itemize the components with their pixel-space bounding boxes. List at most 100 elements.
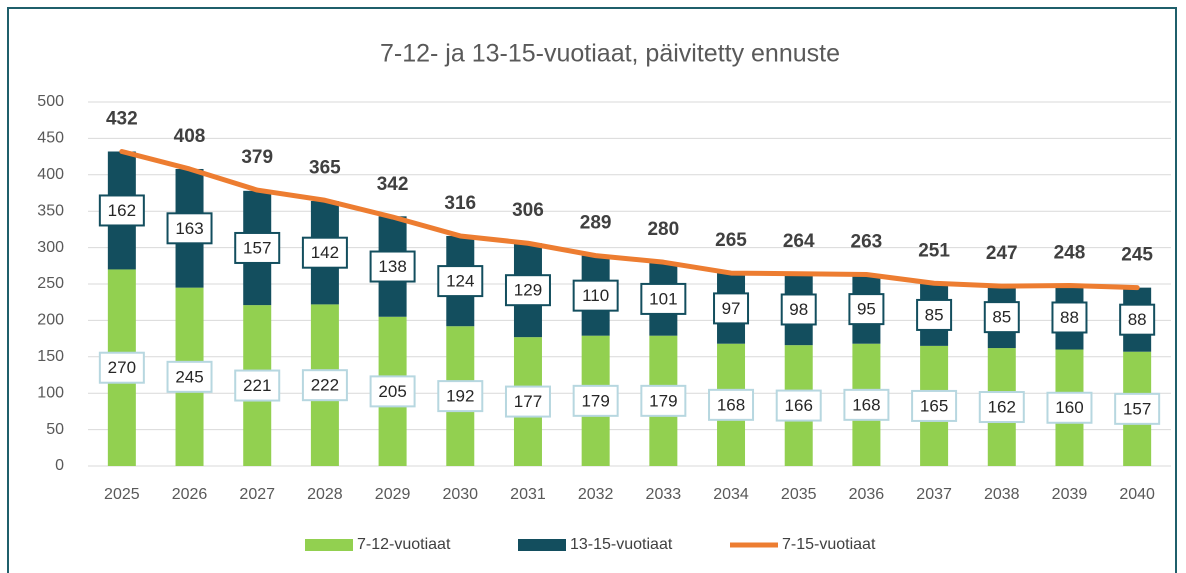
data-label-box bbox=[775, 389, 822, 422]
data-label: 85 bbox=[925, 305, 944, 324]
data-label: 166 bbox=[785, 396, 813, 415]
data-label-box bbox=[780, 293, 817, 326]
data-label: 98 bbox=[789, 300, 808, 319]
data-label: 165 bbox=[920, 396, 948, 415]
data-label: 157 bbox=[243, 238, 271, 257]
data-label-box bbox=[978, 391, 1025, 424]
x-tick-label: 2037 bbox=[916, 486, 952, 503]
data-label-box bbox=[1051, 301, 1088, 334]
data-label: 270 bbox=[108, 358, 136, 377]
data-label: 157 bbox=[1123, 399, 1151, 418]
data-label: 192 bbox=[446, 387, 474, 406]
x-tick-label: 2035 bbox=[781, 486, 817, 503]
data-label: 222 bbox=[311, 376, 339, 395]
legend-swatch bbox=[305, 539, 353, 551]
data-label: 162 bbox=[988, 398, 1016, 417]
data-label: 138 bbox=[378, 257, 406, 276]
data-label-box bbox=[234, 369, 281, 402]
data-label: 205 bbox=[378, 382, 406, 401]
data-label: 88 bbox=[1060, 308, 1079, 327]
data-label-box bbox=[983, 301, 1020, 334]
data-label-box bbox=[572, 279, 619, 312]
x-tick-label: 2027 bbox=[239, 486, 275, 503]
data-label-box bbox=[166, 360, 213, 393]
total-label: 289 bbox=[580, 213, 612, 234]
data-label: 85 bbox=[992, 308, 1011, 327]
y-tick-label: 200 bbox=[37, 312, 64, 329]
data-label-box bbox=[916, 298, 953, 331]
total-label: 263 bbox=[851, 232, 883, 253]
data-label-box bbox=[911, 389, 958, 422]
total-label: 247 bbox=[986, 243, 1018, 264]
y-tick-label: 400 bbox=[37, 166, 64, 183]
total-label: 264 bbox=[783, 231, 815, 252]
data-label-box bbox=[1114, 392, 1161, 425]
total-label: 280 bbox=[647, 219, 679, 240]
y-tick-label: 350 bbox=[37, 202, 64, 219]
y-tick-label: 500 bbox=[37, 93, 64, 110]
y-tick-label: 100 bbox=[37, 384, 64, 401]
y-tick-label: 300 bbox=[37, 239, 64, 256]
data-label-box bbox=[437, 265, 484, 298]
x-tick-label: 2026 bbox=[172, 486, 208, 503]
legend-label: 7-12-vuotiaat bbox=[357, 536, 451, 553]
data-label-box bbox=[848, 293, 885, 326]
data-label-box bbox=[369, 375, 416, 408]
data-label: 177 bbox=[514, 392, 542, 411]
total-label: 316 bbox=[444, 193, 476, 214]
data-label: 142 bbox=[311, 243, 339, 262]
total-label: 342 bbox=[377, 174, 409, 195]
line bbox=[119, 149, 1140, 291]
data-label: 168 bbox=[852, 395, 880, 414]
x-tick-label: 2029 bbox=[375, 486, 411, 503]
data-label-box bbox=[843, 388, 890, 421]
data-label: 124 bbox=[446, 272, 474, 291]
y-tick-label: 0 bbox=[55, 457, 64, 474]
y-tick-label: 250 bbox=[37, 275, 64, 292]
legend-label: 13-15-vuotiaat bbox=[570, 536, 673, 553]
data-label-box bbox=[640, 282, 687, 315]
data-label: 101 bbox=[649, 289, 677, 308]
total-label: 432 bbox=[106, 109, 138, 130]
total-label: 251 bbox=[918, 240, 950, 261]
data-label: 129 bbox=[514, 281, 542, 300]
data-label-box bbox=[1119, 303, 1156, 336]
data-label: 160 bbox=[1055, 398, 1083, 417]
x-tick-label: 2028 bbox=[307, 486, 343, 503]
data-label-box bbox=[1046, 391, 1093, 424]
data-label: 95 bbox=[857, 300, 876, 319]
data-label-box bbox=[98, 194, 145, 227]
total-label: 365 bbox=[309, 157, 341, 178]
data-label: 163 bbox=[175, 219, 203, 238]
data-label-box bbox=[301, 236, 348, 269]
x-tick-label: 2030 bbox=[442, 486, 478, 503]
data-label-box bbox=[234, 231, 281, 264]
data-label-box bbox=[301, 369, 348, 402]
y-tick-label: 50 bbox=[46, 421, 64, 438]
data-label: 245 bbox=[175, 367, 203, 386]
data-label: 97 bbox=[722, 299, 741, 318]
data-label: 168 bbox=[717, 395, 745, 414]
x-tick-label: 2039 bbox=[1052, 486, 1088, 503]
data-label-box bbox=[640, 384, 687, 417]
data-label-box bbox=[708, 388, 755, 421]
total-label: 379 bbox=[241, 147, 273, 168]
x-tick-label: 2032 bbox=[578, 486, 614, 503]
data-label: 179 bbox=[581, 391, 609, 410]
data-label-box bbox=[504, 385, 551, 418]
data-label: 179 bbox=[649, 391, 677, 410]
data-label-box bbox=[98, 351, 145, 384]
data-label-box bbox=[572, 384, 619, 417]
data-label: 110 bbox=[582, 286, 609, 305]
data-label-box bbox=[504, 274, 551, 307]
x-tick-label: 2031 bbox=[510, 486, 546, 503]
x-tick-label: 2038 bbox=[984, 486, 1020, 503]
y-tick-label: 150 bbox=[37, 348, 64, 365]
x-tick-label: 2033 bbox=[646, 486, 682, 503]
data-label-box bbox=[369, 250, 416, 283]
chart-title: 7-12- ja 13-15-vuotiaat, päivitetty ennu… bbox=[380, 40, 840, 68]
data-label: 162 bbox=[108, 201, 136, 220]
total-label: 265 bbox=[715, 230, 747, 251]
